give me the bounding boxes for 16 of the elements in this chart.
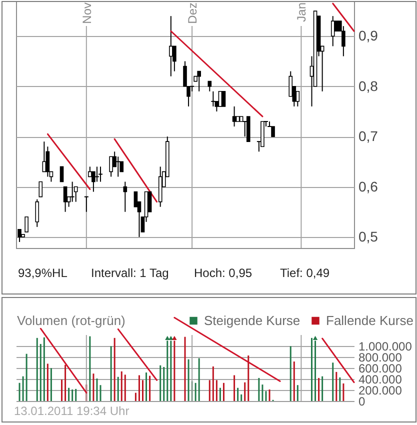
y-tick-label: 0,7 [358,128,378,144]
text: 93,9%HL [18,266,68,280]
y-tick-label: 0,8 [358,78,378,94]
x-tick-label: Nov [80,2,94,24]
legend-label: Fallende Kurse [326,312,414,328]
text: 13.01.2011 19:34 Uhr [14,404,130,418]
text: Tief: 0,49 [280,266,330,280]
x-tick-label: Dez [186,2,200,24]
y-tick-label: 0,9 [358,28,378,44]
text: Intervall: 1 Tag [91,266,169,280]
x-tick-label: Jan [294,2,309,22]
y-tick-label: 0,6 [358,178,378,194]
chart-title: Volumen (rot-grün) [17,313,126,328]
legend-label: Steigende Kurse [204,312,300,328]
y-tick-label: 0,5 [358,228,378,244]
text: Hoch: 0,95 [194,266,252,280]
